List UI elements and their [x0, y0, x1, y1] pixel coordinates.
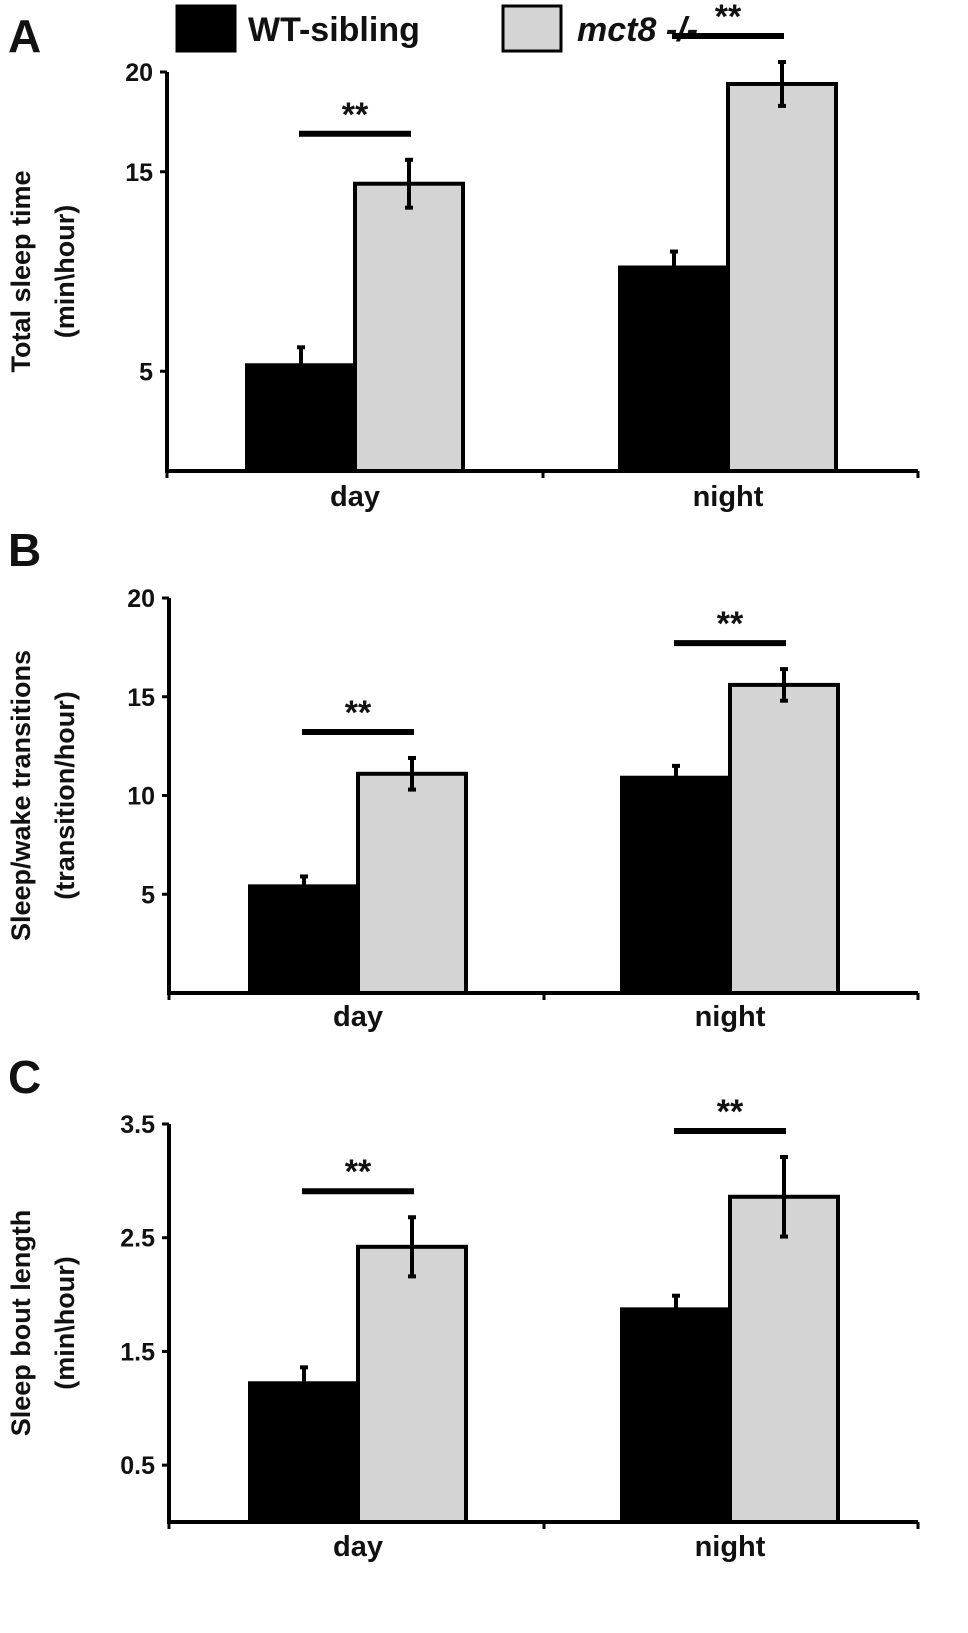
y-axis-title-units: (min\hour)	[50, 1256, 80, 1389]
significance-label-day: **	[345, 694, 372, 732]
legend-swatch-mct8	[501, 4, 563, 53]
bar-mct8-day	[356, 1244, 468, 1524]
category-label-night: night	[695, 1531, 766, 1563]
significance-label-day: **	[345, 1153, 372, 1191]
bar-mct8-night	[728, 682, 840, 996]
chart-panel-a: 5 15 20 Total sleep time (min\hour) day ** nigh…	[6, 0, 920, 513]
y-tick-label: 2.5	[120, 1225, 155, 1253]
category-label-day: day	[330, 481, 380, 513]
category-label-day: day	[333, 1001, 383, 1033]
panel-letter-c: C	[8, 1051, 41, 1103]
legend-swatch-wt	[175, 4, 237, 53]
y-tick-label: 1.5	[120, 1338, 155, 1366]
legend: WT-sibling mct8 -/-	[175, 4, 698, 53]
y-tick-label: 20	[127, 585, 155, 613]
bar-wt-night	[620, 1307, 732, 1524]
significance-label-night: **	[715, 0, 742, 36]
bar-mct8-night	[728, 1194, 840, 1524]
y-axis-title: Total sleep time	[6, 170, 36, 372]
y-axis-title: Sleep bout length	[6, 1210, 36, 1437]
chart-panel-b: 5 10 15 20 Sleep/wake transitions (transition…	[6, 585, 920, 1033]
y-axis-title-units: (min\hour)	[50, 205, 80, 338]
legend-label-wt: WT-sibling	[248, 11, 420, 49]
y-tick-label: 3.5	[120, 1111, 155, 1139]
bar-mct8-night	[726, 81, 838, 473]
panel-letter-a: A	[8, 10, 41, 62]
category-label-night: night	[695, 1001, 766, 1033]
legend-label-mct8: mct8 -/-	[577, 11, 698, 49]
bar-wt-night	[620, 775, 732, 995]
y-tick-label: 10	[127, 783, 155, 811]
bar-mct8-day	[356, 771, 468, 996]
bar-wt-day	[248, 1381, 360, 1524]
y-tick-label: 15	[127, 684, 155, 712]
y-tick-label: 15	[125, 159, 153, 187]
category-label-night: night	[693, 481, 764, 513]
significance-label-night: **	[717, 605, 744, 643]
bar-mct8-day	[353, 181, 465, 473]
y-axis-title-units: (transition/hour)	[50, 691, 80, 899]
y-axis-title: Sleep/wake transitions	[6, 650, 36, 941]
y-tick-label: 5	[139, 358, 153, 386]
category-label-day: day	[333, 1531, 383, 1563]
y-tick-label: 0.5	[120, 1452, 155, 1480]
panel-letter-b: B	[8, 524, 41, 576]
y-tick-label: 5	[141, 881, 155, 909]
chart-panel-c: 0.5 1.5 2.5 3.5 Sleep bout length (min\hour) d…	[6, 1093, 920, 1563]
bar-wt-day	[248, 884, 360, 995]
significance-label-night: **	[717, 1093, 744, 1131]
bar-wt-night	[618, 265, 730, 474]
y-tick-label: 20	[125, 59, 153, 87]
significance-label-day: **	[342, 96, 369, 134]
